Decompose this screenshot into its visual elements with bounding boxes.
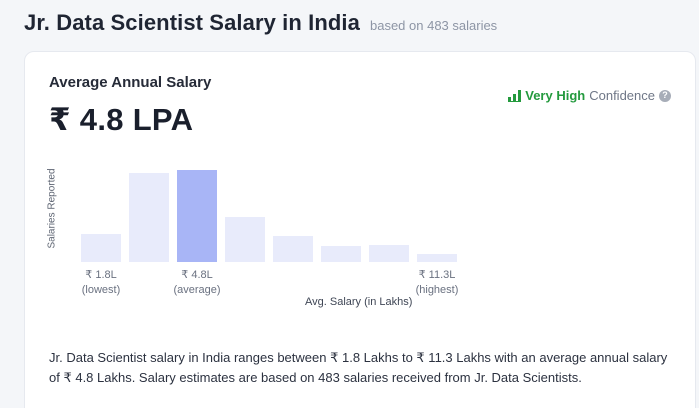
tick-caption: (lowest) (81, 284, 121, 296)
chart-bars (81, 168, 461, 262)
tick-value: ₹ 4.8L (181, 269, 213, 281)
confidence-level: Very High (525, 88, 586, 103)
page-header: Jr. Data Scientist Salary in India based… (24, 10, 497, 36)
signal-bars-icon (508, 89, 522, 102)
page-title: Jr. Data Scientist Salary in India (24, 10, 360, 35)
chart-bar (225, 217, 265, 262)
tick-caption: (average) (173, 284, 221, 296)
info-icon[interactable]: ? (659, 89, 671, 102)
tick-value: ₹ 1.8L (85, 269, 117, 281)
chart-bar (417, 254, 457, 262)
chart-bar (177, 170, 217, 262)
chart-tick-label: ₹ 1.8L (lowest) (71, 268, 131, 298)
chart-bar (369, 245, 409, 262)
confidence-indicator[interactable]: Very High Confidence ? (508, 88, 671, 103)
salary-count-subtitle: based on 483 salaries (369, 18, 498, 33)
chart-tick-label: ₹ 4.8L (average) (167, 268, 227, 298)
card-title: Average Annual Salary (49, 74, 212, 91)
tick-value: ₹ 11.3L (418, 269, 456, 281)
chart-y-axis-label: Salaries Reported (43, 162, 61, 254)
chart-x-axis-label: Avg. Salary (in Lakhs) (305, 296, 413, 308)
chart-bar (81, 234, 121, 262)
confidence-label: Confidence (589, 88, 655, 103)
average-salary-value: ₹ 4.8 LPA (49, 102, 194, 137)
chart-tick-label: ₹ 11.3L (highest) (407, 268, 467, 298)
tick-caption: (highest) (415, 284, 459, 296)
chart-bar (321, 246, 361, 262)
chart-bar (129, 173, 169, 262)
salary-description: Jr. Data Scientist salary in India range… (49, 350, 668, 385)
salary-card: Average Annual Salary ₹ 4.8 LPA Very Hig… (24, 51, 696, 408)
chart-bar (273, 236, 313, 262)
salary-distribution-chart: Salaries Reported ₹ 1.8L (lowest) ₹ 4.8L (a… (25, 152, 485, 312)
y-axis-label-text: Salaries Reported (46, 167, 58, 249)
